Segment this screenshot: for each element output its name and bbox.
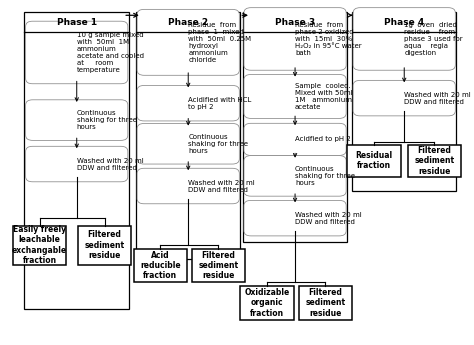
Text: Sample  cooled.
Mixed with 50ml
1M   ammonium
acetate: Sample cooled. Mixed with 50ml 1M ammoni… [295,83,353,110]
Text: Phase 4: Phase 4 [384,18,424,27]
FancyBboxPatch shape [352,12,456,191]
FancyBboxPatch shape [13,226,66,265]
FancyBboxPatch shape [191,248,245,282]
Text: Easily freely
leachable
exchangable
fraction: Easily freely leachable exchangable frac… [12,225,67,265]
Text: Continuous
shaking for three
hours: Continuous shaking for three hours [295,166,355,186]
Text: Filtered
sediment
residue: Filtered sediment residue [84,230,125,260]
Text: Residual
fraction: Residual fraction [356,151,392,170]
Text: Acidfied to pH 2: Acidfied to pH 2 [295,136,351,142]
FancyBboxPatch shape [26,100,128,140]
Text: Acidified with HCL
to pH 2: Acidified with HCL to pH 2 [188,97,252,110]
Text: 1g  oven  dried
residue    from
phase 3 used for
aqua    regia
digestion: 1g oven dried residue from phase 3 used … [404,22,463,56]
FancyBboxPatch shape [136,12,240,259]
FancyBboxPatch shape [408,145,461,177]
FancyBboxPatch shape [353,80,456,116]
FancyBboxPatch shape [244,123,346,156]
Text: Continuous
shaking for three
hours: Continuous shaking for three hours [188,134,248,154]
Text: Residue  from
phase  1  mixed
with  50ml  0.25M
hydroxyl
ammonium
chloride: Residue from phase 1 mixed with 50ml 0.2… [188,22,251,63]
Text: Phase 2: Phase 2 [168,18,208,27]
Text: Washed with 20 ml
DDW and filtered: Washed with 20 ml DDW and filtered [404,92,471,105]
FancyBboxPatch shape [244,156,346,196]
Text: Phase 1: Phase 1 [57,18,97,27]
FancyBboxPatch shape [134,248,187,282]
Text: Residue  from
phase 2 oxidized
with  15ml  30%
H₂O₂ in 95°C water
bath: Residue from phase 2 oxidized with 15ml … [295,22,362,56]
FancyBboxPatch shape [244,200,346,236]
FancyBboxPatch shape [137,9,239,75]
Text: Filtered
sediment
residue: Filtered sediment residue [198,250,238,280]
FancyBboxPatch shape [244,8,346,70]
Text: Filtered
sediment
residue: Filtered sediment residue [305,288,346,317]
Text: Washed with 20 ml
DDW and filtered: Washed with 20 ml DDW and filtered [77,158,144,170]
FancyBboxPatch shape [244,75,346,118]
Text: Washed with 20 ml
DDW and filtered: Washed with 20 ml DDW and filtered [295,211,362,225]
FancyBboxPatch shape [243,12,347,242]
Text: 10 g sample mixed
with  50ml  1M
ammonium
acetate and cooled
at     room
tempera: 10 g sample mixed with 50ml 1M ammonium … [77,32,144,73]
Text: Oxidizable
organic
fraction: Oxidizable organic fraction [245,288,290,317]
Text: Acid
reducible
fraction: Acid reducible fraction [140,250,181,280]
FancyBboxPatch shape [26,21,128,84]
FancyBboxPatch shape [137,168,239,204]
Text: Washed with 20 ml
DDW and filtered: Washed with 20 ml DDW and filtered [188,179,255,193]
FancyBboxPatch shape [137,86,239,121]
Text: Continuous
shaking for three
hours: Continuous shaking for three hours [77,110,137,130]
FancyBboxPatch shape [347,145,401,177]
FancyBboxPatch shape [137,124,239,164]
Text: Filtered
sediment
residue: Filtered sediment residue [414,146,455,176]
FancyBboxPatch shape [26,146,128,182]
Text: Phase 3: Phase 3 [275,18,315,27]
FancyBboxPatch shape [299,286,352,319]
FancyBboxPatch shape [78,226,131,265]
FancyBboxPatch shape [353,8,456,70]
FancyBboxPatch shape [240,286,294,319]
FancyBboxPatch shape [25,12,129,309]
